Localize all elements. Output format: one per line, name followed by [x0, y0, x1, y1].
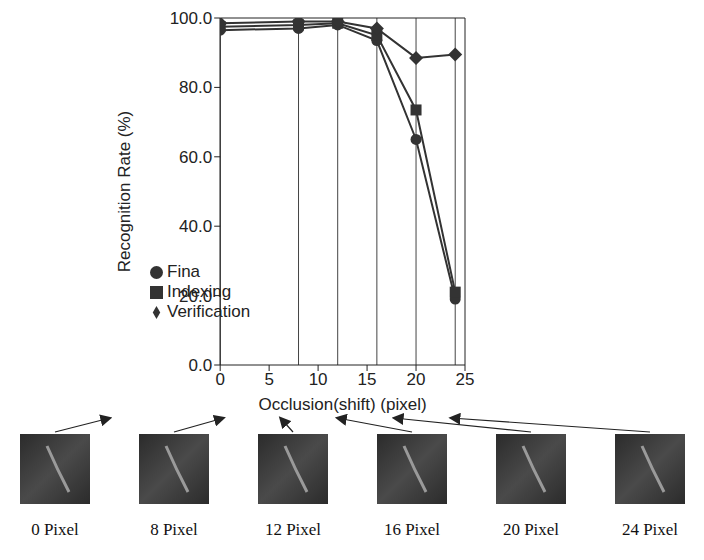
svg-text:60.0: 60.0 [179, 148, 212, 167]
svg-text:5: 5 [264, 370, 273, 389]
svg-text:Occlusion(shift) (pixel): Occlusion(shift) (pixel) [259, 395, 427, 414]
svg-text:25: 25 [456, 370, 475, 389]
svg-text:80.0: 80.0 [179, 78, 212, 97]
svg-text:0: 0 [215, 370, 224, 389]
svg-text:15: 15 [358, 370, 377, 389]
svg-text:100.0: 100.0 [170, 9, 213, 28]
svg-text:0.0: 0.0 [189, 356, 213, 375]
svg-text:40.0: 40.0 [179, 217, 212, 236]
svg-text:10: 10 [309, 370, 328, 389]
svg-text:20: 20 [407, 370, 426, 389]
svg-text:Recognition Rate (%): Recognition Rate (%) [115, 111, 134, 273]
svg-text:20.0: 20.0 [179, 287, 212, 306]
